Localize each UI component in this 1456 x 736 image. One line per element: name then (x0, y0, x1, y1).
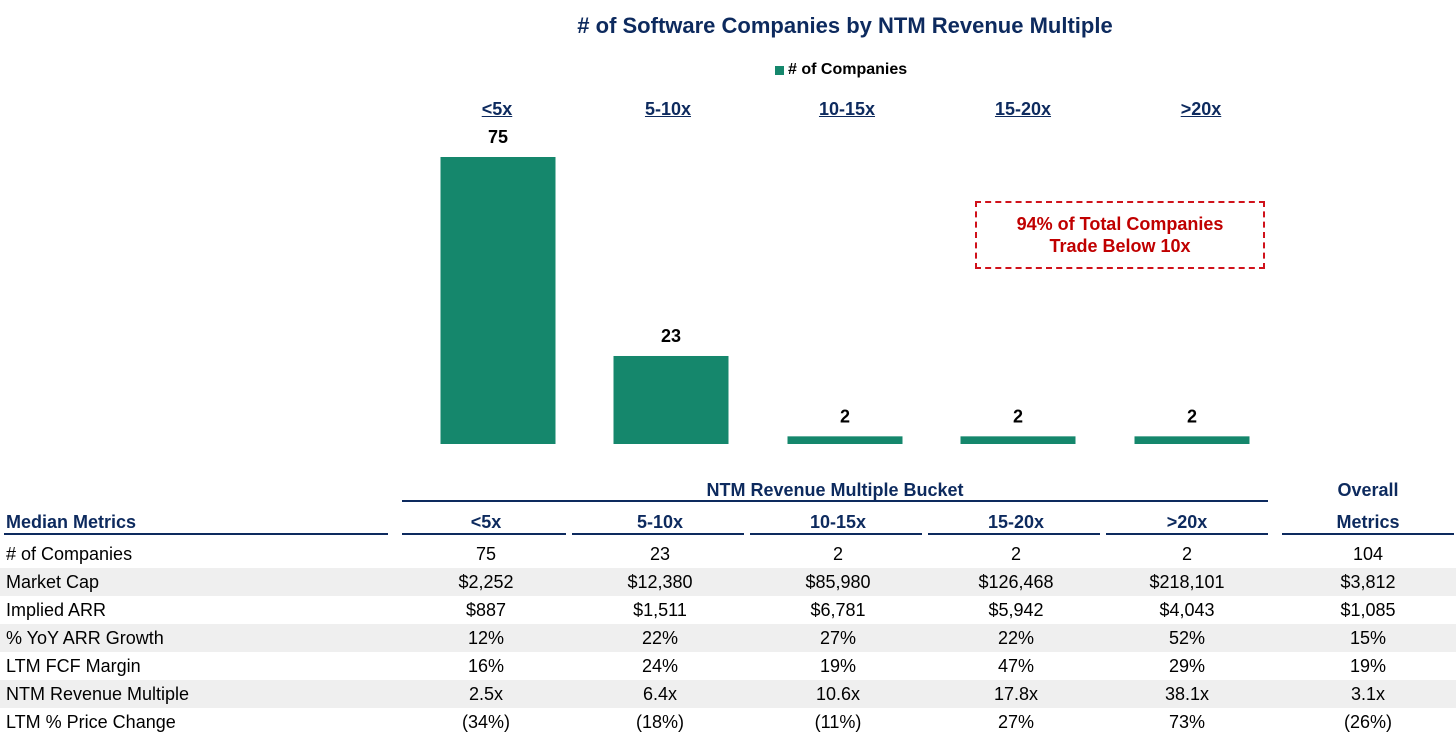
table-cell: 73% (1168, 712, 1206, 732)
overall-cell: 19% (1349, 656, 1387, 676)
callout-line-2: Trade Below 10x (1049, 236, 1191, 256)
table-cell: $2,252 (458, 572, 514, 592)
table-row: Market Cap $2,252 $12,380 $85,980 $126,468 $2… (0, 568, 1456, 596)
table-cell: $12,380 (627, 572, 693, 592)
table-cell: 75 (475, 544, 497, 564)
table-cell: 19% (819, 656, 857, 676)
table-cell: 27% (819, 628, 857, 648)
table-row: Implied ARR $887 $1,511 $6,781 $5,942 $4,043 $… (0, 596, 1456, 624)
bucket-divider (402, 500, 1268, 502)
table-row: # of Companies 75 23 2 2 2 104 (0, 540, 1456, 568)
header-rule (1106, 533, 1268, 535)
data-label-0: 75 (488, 127, 508, 147)
callout-line-1: 94% of Total Companies (1016, 214, 1224, 234)
callout-box: 94% of Total Companies Trade Below 10x (975, 201, 1265, 269)
table-cell: $5,942 (988, 600, 1044, 620)
table-cell: (18%) (635, 712, 684, 732)
category-label-15-20x: 15-20x (994, 99, 1052, 119)
category-label-5-10x: 5-10x (644, 99, 692, 119)
median-metrics-header: Median Metrics (6, 512, 137, 532)
table-cell: 22% (997, 628, 1035, 648)
data-label-4: 2 (1187, 406, 1197, 426)
row-label: # of Companies (6, 544, 133, 564)
bar-1 (613, 355, 729, 444)
overall-cell: 15% (1349, 628, 1387, 648)
overall-cell: $3,812 (1340, 572, 1396, 592)
data-label-1: 23 (661, 326, 681, 346)
col-head-15-20x: 15-20x (987, 512, 1045, 532)
header-rule (572, 533, 744, 535)
table-cell: 2 (1010, 544, 1021, 564)
table-cell: $85,980 (805, 572, 871, 592)
overall-header-bottom: Metrics (1336, 512, 1400, 532)
header-rule (1282, 533, 1454, 535)
header-rule (4, 533, 388, 535)
table-cell: $218,101 (1149, 572, 1225, 592)
table-row: LTM FCF Margin 16% 24% 19% 47% 29% 19% (0, 652, 1456, 680)
table-row: NTM Revenue Multiple 2.5x 6.4x 10.6x 17.8x 38… (0, 680, 1456, 708)
category-label-lt5x: <5x (481, 99, 513, 119)
row-label: Market Cap (6, 572, 100, 592)
table-cell: (11%) (814, 712, 862, 732)
row-label: LTM % Price Change (6, 712, 176, 732)
bar-4 (1134, 436, 1250, 444)
table-cell: 38.1x (1164, 684, 1210, 704)
data-label-2: 2 (840, 406, 850, 426)
overall-header-top: Overall (1337, 480, 1399, 500)
row-label: LTM FCF Margin (6, 656, 141, 676)
table-cell: 16% (467, 656, 505, 676)
overall-cell: (26%) (1343, 712, 1392, 732)
overall-cell: 104 (1352, 544, 1384, 564)
table-cell: 52% (1168, 628, 1206, 648)
table-cell: 22% (641, 628, 679, 648)
row-label: Implied ARR (6, 600, 107, 620)
header-rule (402, 533, 566, 535)
table-cell: 29% (1168, 656, 1206, 676)
col-head-5-10x: 5-10x (636, 512, 684, 532)
overall-cell: 3.1x (1350, 684, 1386, 704)
legend-label: # of Companies (788, 61, 908, 78)
table-cell: 17.8x (993, 684, 1039, 704)
table-cell: 12% (467, 628, 505, 648)
table-cell: 23 (649, 544, 671, 564)
bar-0 (440, 157, 556, 444)
legend-swatch (775, 65, 784, 75)
chart-title: # of Software Companies by NTM Revenue M… (577, 13, 1113, 38)
table-row: LTM % Price Change (34%) (18%) (11%) 27% 73% (… (0, 708, 1456, 736)
bar-2 (787, 436, 903, 444)
bar-3 (960, 436, 1076, 444)
col-head-lt5x: <5x (470, 512, 502, 532)
col-head-gt20x: >20x (1166, 512, 1208, 532)
table-row: % YoY ARR Growth 12% 22% 27% 22% 52% 15% (0, 624, 1456, 652)
table-cell: $4,043 (1159, 600, 1215, 620)
bucket-header: NTM Revenue Multiple Bucket (706, 480, 964, 500)
table-cell: 27% (997, 712, 1035, 732)
header-rule (928, 533, 1100, 535)
header-rule (750, 533, 922, 535)
table-cell: (34%) (461, 712, 510, 732)
table-cell: $1,511 (633, 600, 687, 620)
bar-chart: 75 23 2 2 2 (440, 127, 1250, 444)
table-cell: $126,468 (978, 572, 1054, 592)
data-label-3: 2 (1013, 406, 1023, 426)
category-label-10-15x: 10-15x (818, 99, 876, 119)
row-label: NTM Revenue Multiple (6, 684, 190, 704)
category-label-gt20x: >20x (1180, 99, 1222, 119)
table-cell: 2.5x (468, 684, 504, 704)
table-cell: 24% (641, 656, 679, 676)
table-cell: $6,781 (810, 600, 866, 620)
row-label: % YoY ARR Growth (6, 628, 164, 648)
table-cell: 6.4x (642, 684, 678, 704)
chart-legend: # of Companies (775, 61, 907, 79)
table-cell: 10.6x (815, 684, 861, 704)
table-cell: 47% (997, 656, 1035, 676)
table-cell: $887 (465, 600, 507, 620)
table-cell: 2 (1181, 544, 1192, 564)
overall-cell: $1,085 (1340, 600, 1396, 620)
table-cell: 2 (832, 544, 843, 564)
col-head-10-15x: 10-15x (809, 512, 867, 532)
